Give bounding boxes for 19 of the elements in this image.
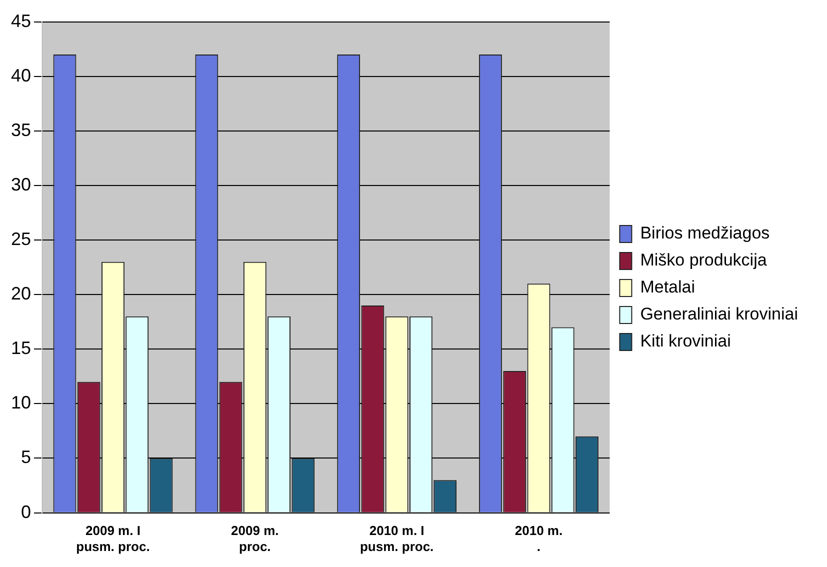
legend-label: Birios medžiagos — [640, 224, 770, 243]
legend-label: Generaliniai kroviniai — [640, 304, 798, 324]
y-tick-label: 20 — [10, 284, 32, 304]
x-tick-label: 2010 m. . — [514, 523, 563, 554]
y-tick-label: 5 — [21, 447, 32, 468]
y-tick-label: 10 — [10, 392, 32, 413]
y-tick-label: 45 — [10, 10, 32, 31]
legend-label: Miško produkcija — [640, 250, 768, 270]
x-tick-label: 2010 m. I pusm. proc. — [360, 523, 434, 554]
y-tick-label: 25 — [10, 228, 32, 249]
y-tick-label: 0 — [21, 502, 32, 522]
y-tick-label: 15 — [10, 338, 32, 358]
y-tick-label: 30 — [10, 174, 32, 194]
legend-label: Kiti kroviniai — [640, 332, 731, 351]
legend-label: Metalai — [640, 278, 696, 297]
y-tick-label: 35 — [10, 120, 32, 140]
x-tick-label: 2009 m. I pusm. proc. — [76, 523, 150, 554]
x-tick-label: 2009 m. proc. — [231, 523, 279, 554]
y-tick-label: 40 — [10, 65, 32, 86]
